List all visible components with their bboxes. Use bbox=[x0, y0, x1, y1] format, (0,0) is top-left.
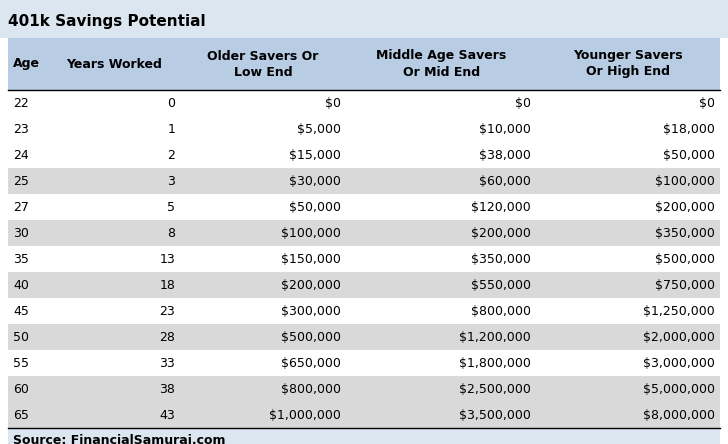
Text: $0: $0 bbox=[325, 96, 341, 110]
Text: Source: FinancialSamurai.com: Source: FinancialSamurai.com bbox=[13, 433, 226, 444]
Text: $8,000,000: $8,000,000 bbox=[643, 408, 715, 421]
Text: 55: 55 bbox=[13, 357, 29, 369]
Text: $3,000,000: $3,000,000 bbox=[643, 357, 715, 369]
Text: $60,000: $60,000 bbox=[479, 174, 531, 187]
Text: $5,000: $5,000 bbox=[297, 123, 341, 135]
Bar bbox=[8, 428, 720, 444]
Bar bbox=[8, 350, 720, 376]
Bar bbox=[8, 168, 720, 194]
Text: $2,500,000: $2,500,000 bbox=[459, 382, 531, 396]
Text: 22: 22 bbox=[13, 96, 28, 110]
Text: $800,000: $800,000 bbox=[471, 305, 531, 317]
Text: $550,000: $550,000 bbox=[471, 278, 531, 292]
Text: $10,000: $10,000 bbox=[479, 123, 531, 135]
Text: $350,000: $350,000 bbox=[655, 226, 715, 239]
Bar bbox=[8, 298, 720, 324]
Text: $38,000: $38,000 bbox=[479, 148, 531, 162]
Text: 43: 43 bbox=[159, 408, 175, 421]
Bar bbox=[8, 116, 720, 142]
Bar bbox=[8, 376, 720, 402]
Bar bbox=[8, 90, 720, 116]
Text: $500,000: $500,000 bbox=[655, 253, 715, 266]
Text: $1,250,000: $1,250,000 bbox=[644, 305, 715, 317]
Text: 5: 5 bbox=[167, 201, 175, 214]
Text: 65: 65 bbox=[13, 408, 29, 421]
Bar bbox=[8, 324, 720, 350]
Text: 25: 25 bbox=[13, 174, 29, 187]
Text: $5,000,000: $5,000,000 bbox=[643, 382, 715, 396]
Text: 3: 3 bbox=[167, 174, 175, 187]
Text: 8: 8 bbox=[167, 226, 175, 239]
Text: 35: 35 bbox=[13, 253, 29, 266]
Text: Years Worked: Years Worked bbox=[66, 58, 162, 71]
Text: Middle Age Savers
Or Mid End: Middle Age Savers Or Mid End bbox=[376, 49, 506, 79]
Text: $150,000: $150,000 bbox=[281, 253, 341, 266]
Text: $1,200,000: $1,200,000 bbox=[459, 330, 531, 344]
Text: $30,000: $30,000 bbox=[289, 174, 341, 187]
Text: $120,000: $120,000 bbox=[471, 201, 531, 214]
Text: Younger Savers
Or High End: Younger Savers Or High End bbox=[573, 49, 683, 79]
Text: 1: 1 bbox=[167, 123, 175, 135]
Text: 45: 45 bbox=[13, 305, 29, 317]
Text: $650,000: $650,000 bbox=[281, 357, 341, 369]
Text: $500,000: $500,000 bbox=[281, 330, 341, 344]
Bar bbox=[8, 402, 720, 428]
Text: 13: 13 bbox=[159, 253, 175, 266]
Text: 23: 23 bbox=[159, 305, 175, 317]
Text: Older Savers Or
Low End: Older Savers Or Low End bbox=[207, 49, 319, 79]
Text: 60: 60 bbox=[13, 382, 29, 396]
Bar bbox=[8, 194, 720, 220]
Text: $0: $0 bbox=[515, 96, 531, 110]
Text: $800,000: $800,000 bbox=[281, 382, 341, 396]
Bar bbox=[8, 38, 720, 90]
Text: $50,000: $50,000 bbox=[663, 148, 715, 162]
Text: $100,000: $100,000 bbox=[281, 226, 341, 239]
Text: $350,000: $350,000 bbox=[471, 253, 531, 266]
Text: 50: 50 bbox=[13, 330, 29, 344]
Text: $200,000: $200,000 bbox=[471, 226, 531, 239]
Text: $50,000: $50,000 bbox=[289, 201, 341, 214]
Text: 38: 38 bbox=[159, 382, 175, 396]
Text: Age: Age bbox=[13, 58, 40, 71]
Text: $750,000: $750,000 bbox=[655, 278, 715, 292]
Text: 27: 27 bbox=[13, 201, 29, 214]
Text: $200,000: $200,000 bbox=[281, 278, 341, 292]
Bar bbox=[8, 272, 720, 298]
Text: $2,000,000: $2,000,000 bbox=[643, 330, 715, 344]
Bar bbox=[0, 0, 728, 38]
Text: 401k Savings Potential: 401k Savings Potential bbox=[8, 14, 205, 29]
Text: 24: 24 bbox=[13, 148, 28, 162]
Bar bbox=[8, 142, 720, 168]
Bar bbox=[8, 246, 720, 272]
Text: 2: 2 bbox=[167, 148, 175, 162]
Text: $15,000: $15,000 bbox=[289, 148, 341, 162]
Text: 30: 30 bbox=[13, 226, 29, 239]
Text: 40: 40 bbox=[13, 278, 29, 292]
Text: 0: 0 bbox=[167, 96, 175, 110]
Text: $100,000: $100,000 bbox=[655, 174, 715, 187]
Text: $1,800,000: $1,800,000 bbox=[459, 357, 531, 369]
Text: 33: 33 bbox=[159, 357, 175, 369]
Text: $300,000: $300,000 bbox=[281, 305, 341, 317]
Text: $200,000: $200,000 bbox=[655, 201, 715, 214]
Text: 23: 23 bbox=[13, 123, 28, 135]
Text: $0: $0 bbox=[699, 96, 715, 110]
Text: $3,500,000: $3,500,000 bbox=[459, 408, 531, 421]
Bar bbox=[8, 220, 720, 246]
Text: $1,000,000: $1,000,000 bbox=[269, 408, 341, 421]
Text: 28: 28 bbox=[159, 330, 175, 344]
Text: 18: 18 bbox=[159, 278, 175, 292]
Text: $18,000: $18,000 bbox=[663, 123, 715, 135]
